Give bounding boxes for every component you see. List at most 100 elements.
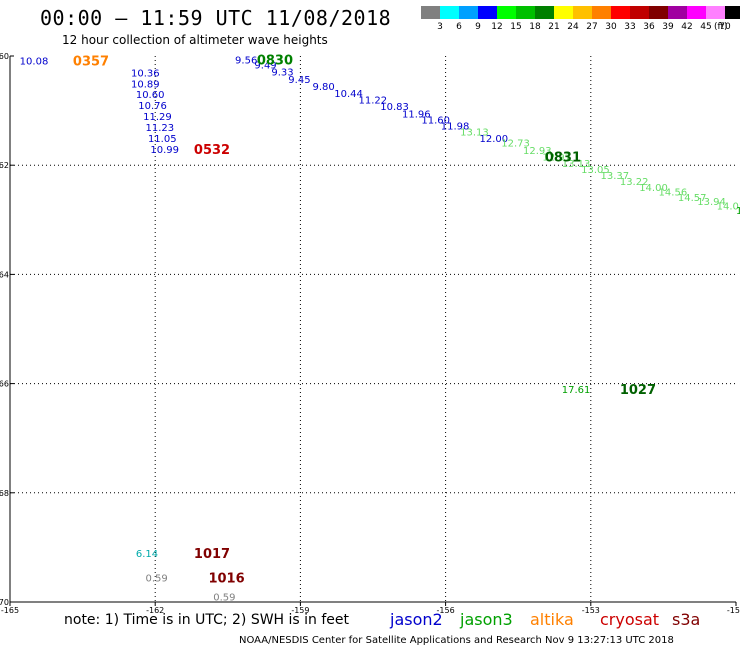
legend-label: 39 [662,22,674,32]
legend-swatch [630,6,649,19]
legend-label: 6 [456,22,462,32]
wave-height-label: 9.45 [288,75,310,86]
pass-time-label: 1016 [208,571,244,586]
legend-unit: (ft) [714,22,728,32]
legend-label: 70 [719,22,731,32]
x-tick-label: -156 [437,606,455,615]
wave-height-label: 14.56 [659,187,688,198]
wave-height-label: 10.36 [131,68,160,79]
legend-label: 30 [605,22,617,32]
pass-time-label: 0532 [194,143,230,158]
credit-line: NOAA/NESDIS Center for Satellite Applica… [239,635,674,646]
legend-swatch [725,6,740,19]
wave-height-label: 14.57 [678,193,707,204]
wave-height-label: 15.25 [736,206,740,217]
legend-label: 12 [491,22,503,32]
x-tick-label: -165 [1,606,19,615]
wave-height-label: 12.73 [501,138,530,149]
wave-height-label: 13.13 [562,159,591,170]
wave-height-label: 11.98 [441,121,470,132]
legend-swatch [687,6,706,19]
wave-height-label: 6.14 [136,549,158,560]
satellite-cryosat: cryosat [600,610,660,629]
satellite-jason3: jason3 [460,610,513,629]
wave-height-label: 10.89 [131,79,160,90]
wave-height-label: 10.99 [150,145,179,156]
legend-swatch [459,6,478,19]
y-tick-label: -68 [0,489,9,498]
x-tick-label: -150 [727,606,740,615]
y-tick-label: -70 [0,598,9,607]
wave-height-label: 9.56 [235,55,257,66]
wave-height-label: 14.00 [639,183,668,194]
legend-label: 18 [529,22,541,32]
y-tick-label: -66 [0,380,9,389]
legend-swatch [440,6,459,19]
wave-height-label: 14.05 [717,202,740,213]
legend-swatch [592,6,611,19]
legend-swatch [516,6,535,19]
legend-label: 27 [586,22,598,32]
wave-height-label: 12.00 [479,134,508,145]
legend-label: 21 [548,22,560,32]
wave-height-label: 9.33 [271,67,293,78]
pass-time-label: 0357 [73,54,109,69]
satellite-jason2: jason2 [390,610,443,629]
wave-height-label: 0.59 [146,573,168,584]
legend-label: 33 [624,22,636,32]
legend-label: 45 [700,22,712,32]
wave-height-label: 9.80 [313,82,335,93]
wave-height-label: 12.93 [523,146,552,157]
wave-height-label: 13.13 [460,127,489,138]
wave-height-label: 10.83 [380,102,409,113]
y-tick-label: -62 [0,161,9,170]
pass-time-label: 0830 [257,53,293,68]
wave-height-label: 12.97 [542,152,571,163]
y-tick-label: -64 [0,270,9,279]
legend-swatch [478,6,497,19]
page-subtitle: 12 hour collection of altimeter wave hei… [62,33,328,47]
wave-height-label: 10.08 [20,56,49,67]
legend-swatch [497,6,516,19]
y-tick-label: -60 [0,52,9,61]
legend-swatch [706,6,725,19]
legend-swatch [554,6,573,19]
wave-height-label: 11.05 [148,134,177,145]
wave-height-label: 11.29 [143,112,172,123]
x-tick-label: -159 [291,606,309,615]
wave-height-label: 11.60 [421,115,450,126]
wave-height-label: 10.44 [334,89,363,100]
wave-height-label: 10.60 [136,90,165,101]
legend-swatch [421,6,440,19]
pass-time-label: 1027 [620,383,656,398]
wave-height-label: 11.96 [402,109,431,120]
wave-height-label: 17.61 [562,385,591,396]
legend-swatch [573,6,592,19]
wave-height-label: 9.49 [254,61,276,72]
wave-height-label: 0.59 [213,593,235,604]
x-tick-label: -162 [146,606,164,615]
satellite-altika: altika [530,610,574,629]
legend-label: 24 [567,22,579,32]
pass-time-label: 1017 [194,547,230,562]
page-title: 00:00 – 11:59 UTC 11/08/2018 [40,6,392,30]
legend-swatch [535,6,554,19]
wave-height-label: 13.22 [620,177,649,188]
legend-label: 42 [681,22,693,32]
wave-height-label: 11.23 [146,123,175,134]
satellite-s3a: s3a [672,610,701,629]
color-scale-legend [421,6,740,19]
x-tick-label: -153 [582,606,600,615]
legend-label: 36 [643,22,655,32]
legend-label: 15 [510,22,522,32]
wave-height-label: 10.76 [138,101,167,112]
footer-note: note: 1) Time is in UTC; 2) SWH is in fe… [64,612,350,628]
legend-label: 9 [475,22,481,32]
wave-height-label: 13.05 [581,165,610,176]
legend-swatch [649,6,668,19]
wave-height-label: 13.37 [600,171,629,182]
pass-time-label: 0831 [545,150,581,165]
legend-label: 3 [437,22,443,32]
